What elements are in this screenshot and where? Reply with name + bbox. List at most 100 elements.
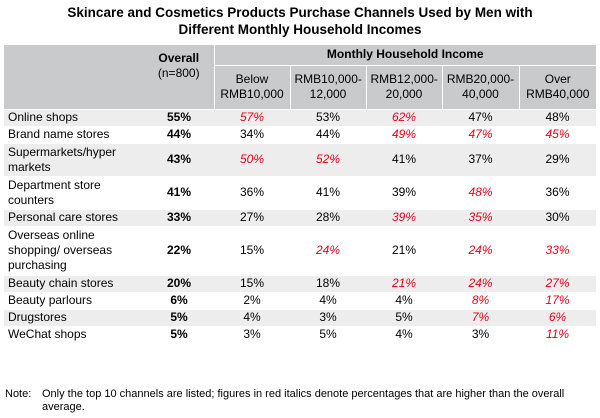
table-row: Brand name stores 44% 34% 44% 49% 47% 45% <box>4 125 597 143</box>
value-cell: 53% <box>290 108 366 126</box>
overall-value-cell: 5% <box>144 308 214 326</box>
overall-value-cell: 33% <box>144 208 214 226</box>
table-row: Beauty chain stores 20% 15% 18% 21% 24% 27% <box>4 274 597 292</box>
header-income-column: RMB20,000- 40,000 <box>441 65 519 109</box>
footnote-text-continued: average. <box>42 401 85 413</box>
table-row: Overseas online shopping/ overseas purchas… <box>4 225 597 275</box>
table-row: Beauty parlours 6% 2% 4% 4% 8% 17% <box>4 291 597 309</box>
overall-value-cell: 5% <box>144 325 214 343</box>
value-cell: 30% <box>519 208 597 226</box>
highlighted-value-cell: 8% <box>442 291 519 309</box>
highlighted-value-cell: 17% <box>519 291 597 309</box>
row-label-line: Brand name stores <box>8 127 110 141</box>
highlighted-value-cell: 24% <box>442 274 519 292</box>
value-cell: 5% <box>290 325 366 343</box>
row-label-line: WeChat shops <box>8 327 87 342</box>
row-label-line: Department store <box>8 177 101 192</box>
footnote-text: Only the top 10 channels are listed; fig… <box>42 388 565 400</box>
table-row: WeChat shops 5% 3% 5% 4% 3% 11% <box>4 325 597 343</box>
value-cell: 29% <box>519 142 597 176</box>
highlighted-value-cell: 27% <box>519 274 597 292</box>
value-cell: 41% <box>366 142 442 176</box>
footnote-prefix: Note: <box>5 388 32 400</box>
row-label-line: shopping/ overseas <box>8 243 113 257</box>
header-income-column: Over RMB40,000 <box>518 65 597 109</box>
row-label-cell: WeChat shops <box>4 325 144 343</box>
header-sample-size: (n=800) <box>157 66 200 80</box>
value-cell: 15% <box>214 225 290 275</box>
table-row: Drugstores 5% 4% 3% 5% 7% 6% <box>4 308 597 326</box>
overall-value-cell: 55% <box>144 108 214 126</box>
header-row: Overall (n=800) Monthly Household Income <box>4 45 597 109</box>
header-income-column: RMB10,000- 12,000 <box>289 65 366 109</box>
header-income-column-line: 12,000 <box>309 87 347 101</box>
header-income-column-line: Below <box>235 72 269 86</box>
value-cell: 18% <box>290 274 366 292</box>
value-cell: 4% <box>366 291 442 309</box>
value-cell: 3% <box>290 308 366 326</box>
header-income-column-line: RMB20,000- <box>446 72 515 86</box>
highlighted-value-cell: 24% <box>290 225 366 275</box>
highlighted-value-cell: 47% <box>442 125 519 143</box>
table-title: Skincare and Cosmetics Products Purchase… <box>0 4 600 38</box>
row-label-line: Drugstores <box>8 310 67 324</box>
row-label-line: markets <box>8 159 51 174</box>
header-overall-label: Overall <box>158 51 200 65</box>
header-overall-cell: Overall (n=800) <box>144 45 214 109</box>
row-label-cell: Personal care stores <box>4 208 144 226</box>
purchase-channels-table: Overall (n=800) Monthly Household Income… <box>4 45 597 343</box>
row-label-cell: Drugstores <box>4 308 144 326</box>
row-label-line: Online shops <box>8 110 79 124</box>
overall-value-cell: 41% <box>144 175 214 209</box>
highlighted-value-cell: 6% <box>519 308 597 326</box>
header-income-column-line: RMB10,000 <box>220 87 284 101</box>
value-cell: 4% <box>214 308 290 326</box>
row-label-line: Beauty chain stores <box>8 276 114 290</box>
highlighted-value-cell: 21% <box>366 274 442 292</box>
table-title-line: Different Monthly Household Incomes <box>178 22 422 37</box>
value-cell: 36% <box>519 175 597 209</box>
table-row: Online shops 55% 57% 53% 62% 47% 48% <box>4 108 597 126</box>
value-cell: 36% <box>214 175 290 209</box>
row-label-line: counters <box>8 192 55 207</box>
row-label-line: Beauty parlours <box>8 293 93 307</box>
value-cell: 3% <box>442 325 519 343</box>
value-cell: 15% <box>214 274 290 292</box>
highlighted-value-cell: 39% <box>366 208 442 226</box>
value-cell: 41% <box>290 175 366 209</box>
header-income-column: RMB12,000- 20,000 <box>365 65 442 109</box>
table-row: Personal care stores 33% 27% 28% 39% 35% 30% <box>4 208 597 226</box>
row-label-cell: Online shops <box>4 108 144 126</box>
row-label-line: Supermarkets/hyper <box>8 144 117 159</box>
value-cell: 34% <box>214 125 290 143</box>
header-income-column: Below RMB10,000 <box>213 65 290 109</box>
value-cell: 4% <box>290 291 366 309</box>
highlighted-value-cell: 11% <box>519 325 597 343</box>
header-income-column-line: RMB40,000 <box>526 87 590 101</box>
row-label-line: Overseas online <box>8 228 95 242</box>
value-cell: 27% <box>214 208 290 226</box>
highlighted-value-cell: 62% <box>366 108 442 126</box>
value-cell: 37% <box>442 142 519 176</box>
row-label-line: purchasing <box>8 258 67 272</box>
value-cell: 21% <box>366 225 442 275</box>
row-label-cell: Beauty chain stores <box>4 274 144 292</box>
overall-value-cell: 20% <box>144 274 214 292</box>
overall-value-cell: 6% <box>144 291 214 309</box>
header-blank-cell <box>4 45 144 109</box>
header-income-column-line: RMB12,000- <box>370 72 438 86</box>
highlighted-value-cell: 45% <box>519 125 597 143</box>
value-cell: 4% <box>366 325 442 343</box>
header-income-column-line: RMB10,000- <box>294 72 362 86</box>
highlighted-value-cell: 50% <box>214 142 290 176</box>
overall-value-cell: 43% <box>144 142 214 176</box>
row-label-line: Personal care stores <box>8 210 119 224</box>
row-label-cell: Beauty parlours <box>4 291 144 309</box>
value-cell: 44% <box>290 125 366 143</box>
value-cell: 5% <box>366 308 442 326</box>
header-income-group: Monthly Household Income <box>213 45 597 66</box>
value-cell: 47% <box>442 108 519 126</box>
footnote: Note: Only the top 10 channels are listed… <box>5 388 595 414</box>
header-income-column-line: 20,000 <box>385 87 423 101</box>
value-cell: 2% <box>214 291 290 309</box>
